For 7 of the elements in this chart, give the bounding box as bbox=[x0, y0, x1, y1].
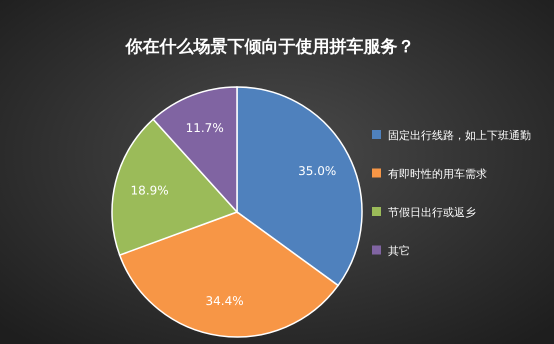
data-label: 18.9% bbox=[130, 183, 169, 198]
data-label: 35.0% bbox=[298, 164, 336, 178]
legend-label: 其它 bbox=[388, 244, 410, 258]
legend-label: 节假日出行或返乡 bbox=[388, 206, 476, 219]
data-label: 11.7% bbox=[186, 121, 224, 136]
chart-title: 你在什么场景下倾向于使用拼车服务？ bbox=[124, 37, 414, 57]
data-label: 34.4% bbox=[206, 294, 244, 308]
